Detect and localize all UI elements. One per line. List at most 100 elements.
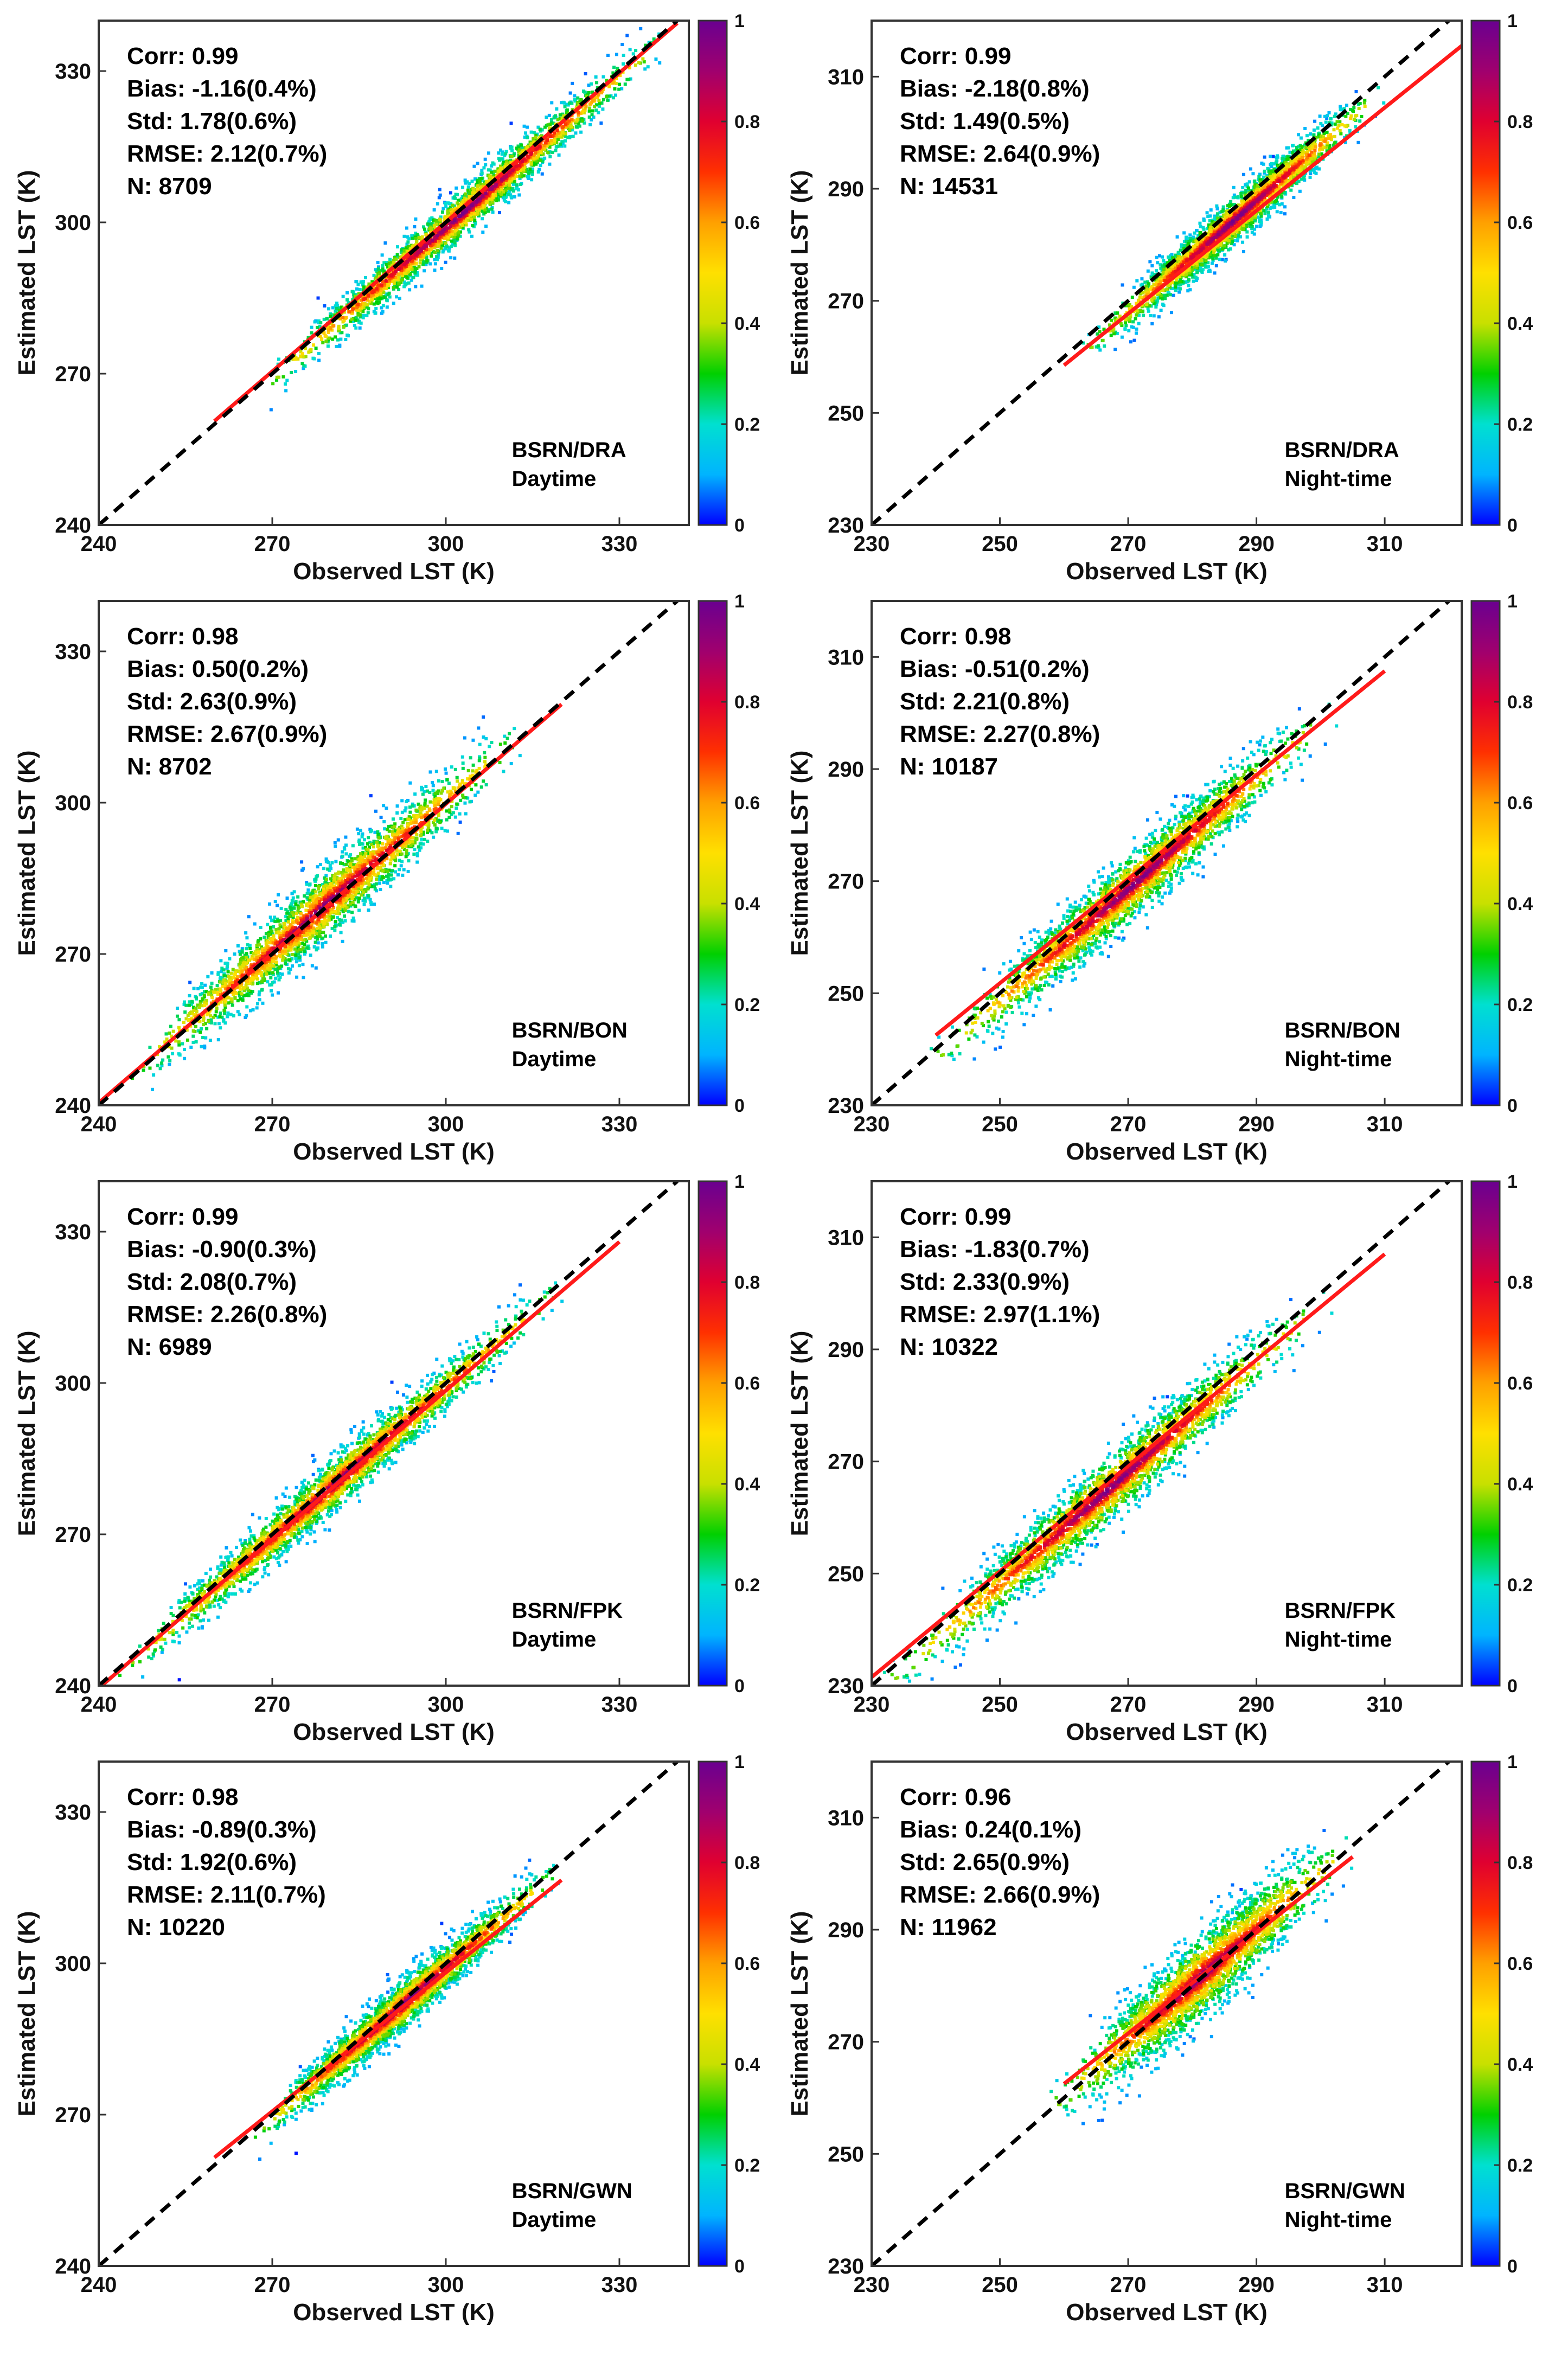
stat-std: Std: 2.63(0.9%) — [127, 688, 297, 715]
one-to-one-line — [872, 21, 1450, 525]
colorbar-tick-label: 0.8 — [1507, 1853, 1533, 1873]
x-tick-label: 300 — [428, 1112, 464, 1136]
fit-line — [1063, 1855, 1354, 2085]
stat-rmse: RMSE: 2.12(0.7%) — [127, 140, 327, 167]
plot-frame — [871, 1180, 1463, 1687]
x-axis-title: Observed LST (K) — [1066, 2299, 1268, 2326]
x-axis-title: Observed LST (K) — [293, 1138, 495, 1165]
y-tick-label: 270 — [55, 2103, 91, 2127]
site-label: BSRN/GWN — [1285, 2179, 1405, 2203]
x-tick-label: 270 — [1110, 1112, 1147, 1136]
colorbar-tick-label: 0.8 — [1507, 692, 1533, 713]
colorbar-tick-label: 1 — [734, 1171, 745, 1192]
y-axis-title: Estimated LST (K) — [14, 751, 40, 956]
y-tick-label: 330 — [55, 1801, 91, 1824]
stat-n: N: 10187 — [900, 753, 998, 780]
panel-5: 230 250 270 290 310 230 250 270 290 310 Observed L… — [786, 1171, 1533, 1745]
y-tick-label: 310 — [828, 1226, 864, 1250]
colorbar-tick-label: 0.4 — [1507, 894, 1533, 914]
x-axis-title: Observed LST (K) — [293, 1719, 495, 1745]
y-tick-label: 290 — [828, 1918, 864, 1942]
x-tick-label: 290 — [1238, 1112, 1275, 1136]
colorbar-tick-label: 0.4 — [1507, 1474, 1533, 1495]
stat-rmse: RMSE: 2.64(0.9%) — [900, 140, 1100, 167]
x-tick-label: 270 — [254, 1693, 291, 1717]
y-tick-label: 290 — [828, 177, 864, 201]
x-tick-label: 270 — [1110, 532, 1147, 556]
colorbar-tick-label: 0.2 — [1507, 1575, 1533, 1596]
y-tick-label: 330 — [55, 640, 91, 664]
stat-std: Std: 2.65(0.9%) — [900, 1849, 1070, 1875]
stat-corr: Corr: 0.99 — [900, 1203, 1011, 1230]
colorbar-tick-label: 0.8 — [734, 112, 760, 132]
panel-6: 240 270 300 330 240 270 300 330 Observed LST (K)… — [14, 1752, 760, 2326]
fit-line — [99, 1240, 621, 1686]
colorbar-tick-label: 0.8 — [734, 1853, 760, 1873]
x-tick-label: 230 — [854, 1112, 890, 1136]
y-axis-title: Estimated LST (K) — [786, 751, 813, 956]
y-axis-title: Estimated LST (K) — [14, 1331, 40, 1536]
y-tick-label: 250 — [828, 982, 864, 1006]
stat-corr: Corr: 0.98 — [127, 1784, 238, 1810]
x-tick-label: 240 — [81, 1693, 117, 1717]
plot-frame — [871, 1760, 1463, 2267]
y-tick-label: 270 — [828, 290, 864, 313]
period-label: Night-time — [1285, 1628, 1392, 1651]
period-label: Night-time — [1285, 2208, 1392, 2232]
stat-corr: Corr: 0.99 — [127, 1203, 238, 1230]
colorbar-tick-label: 0.6 — [734, 213, 760, 233]
x-tick-label: 290 — [1238, 2273, 1275, 2297]
y-axis-title: Estimated LST (K) — [786, 1331, 813, 1536]
x-tick-label: 330 — [601, 1693, 638, 1717]
y-tick-label: 310 — [828, 65, 864, 89]
colorbar-tick-label: 1 — [1507, 1171, 1518, 1192]
colorbar-tick-label: 0.6 — [734, 793, 760, 814]
one-to-one-line — [99, 601, 679, 1105]
site-label: BSRN/DRA — [512, 438, 626, 462]
colorbar-tick-label: 0.8 — [734, 1272, 760, 1293]
stat-std: Std: 1.78(0.6%) — [127, 108, 297, 135]
stat-std: Std: 2.21(0.8%) — [900, 688, 1070, 715]
y-tick-label: 300 — [55, 211, 91, 235]
panel-7: 230 250 270 290 310 230 250 270 290 310 Observed L… — [786, 1752, 1533, 2326]
y-tick-label: 240 — [55, 1094, 91, 1118]
x-tick-label: 230 — [854, 532, 890, 556]
stat-bias: Bias: 0.50(0.2%) — [127, 656, 309, 682]
x-tick-label: 330 — [601, 2273, 638, 2297]
x-axis-title: Observed LST (K) — [1066, 1719, 1268, 1745]
stat-bias: Bias: -2.18(0.8%) — [900, 75, 1090, 102]
stat-bias: Bias: -0.90(0.3%) — [127, 1236, 317, 1263]
x-tick-label: 250 — [982, 2273, 1018, 2297]
y-tick-label: 250 — [828, 2142, 864, 2166]
y-tick-label: 290 — [828, 1338, 864, 1362]
colorbar-tick-label: 1 — [734, 591, 745, 612]
colorbar-tick-label: 0.6 — [1507, 793, 1533, 814]
x-tick-label: 240 — [81, 532, 117, 556]
x-tick-label: 310 — [1367, 2273, 1403, 2297]
site-label: BSRN/FPK — [512, 1599, 623, 1623]
one-to-one-line — [99, 21, 679, 525]
x-tick-label: 270 — [254, 2273, 291, 2297]
colorbar-tick-label: 0.2 — [734, 1575, 760, 1596]
one-to-one-line — [872, 1762, 1450, 2266]
period-label: Night-time — [1285, 1047, 1392, 1071]
site-label: BSRN/BON — [512, 1019, 628, 1042]
x-tick-label: 270 — [254, 1112, 291, 1136]
one-to-one-line — [872, 1181, 1450, 1686]
colorbar-tick-label: 0.8 — [1507, 1272, 1533, 1293]
stat-std: Std: 1.49(0.5%) — [900, 108, 1070, 135]
y-tick-label: 240 — [55, 514, 91, 537]
colorbar-tick-label: 0.2 — [734, 2155, 760, 2176]
fit-line — [935, 669, 1386, 1037]
y-tick-label: 270 — [55, 362, 91, 386]
stat-n: N: 10220 — [127, 1914, 225, 1941]
stat-corr: Corr: 0.98 — [900, 623, 1011, 650]
colorbar — [1470, 1760, 1501, 2267]
colorbar-tick-label: 0.8 — [1507, 112, 1533, 132]
x-tick-label: 310 — [1367, 532, 1403, 556]
colorbar-tick-label: 0.2 — [1507, 2155, 1533, 2176]
stat-n: N: 11962 — [900, 1914, 997, 1941]
plot-frame — [871, 600, 1463, 1106]
colorbar — [697, 1760, 728, 2267]
